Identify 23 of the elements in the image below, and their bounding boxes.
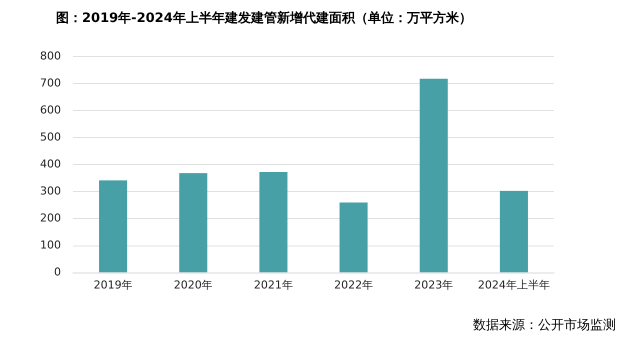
y-tick-label: 100 xyxy=(40,238,61,252)
bar xyxy=(179,173,208,272)
bar xyxy=(420,78,448,272)
bar xyxy=(500,190,528,272)
bar xyxy=(340,202,368,272)
y-tick-label: 800 xyxy=(40,49,61,62)
x-tick-label: 2024年上半年 xyxy=(478,278,550,292)
x-tick-label: 2022年 xyxy=(334,278,374,292)
y-tick-label: 300 xyxy=(40,184,61,198)
y-tick-label: 500 xyxy=(40,130,61,144)
y-tick-label: 400 xyxy=(40,158,61,171)
bar xyxy=(259,172,288,272)
bar xyxy=(99,180,128,272)
x-tick-label: 2019年 xyxy=(94,278,133,292)
y-tick-label: 700 xyxy=(40,76,61,90)
source-note: 数据来源：公开市场监测 xyxy=(472,317,617,334)
x-tick-label: 2021年 xyxy=(254,278,293,292)
chart-title: 图：2019年-2024年上半年建发建管新增代建面积（单位：万平方米） xyxy=(55,10,473,28)
x-tick-label: 2020年 xyxy=(174,278,213,292)
y-tick-label: 600 xyxy=(40,104,61,117)
x-tick-label: 2023年 xyxy=(414,278,454,292)
y-tick-label: 0 xyxy=(54,266,61,279)
y-tick-label: 200 xyxy=(40,212,61,225)
